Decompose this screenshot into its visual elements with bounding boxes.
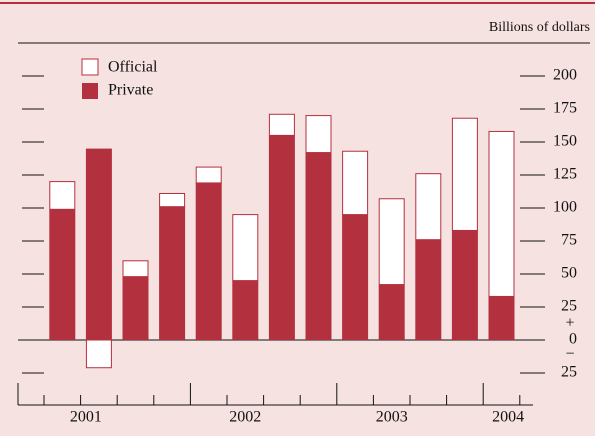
bar-private: [159, 206, 186, 340]
bar-private: [85, 148, 112, 340]
y-tick-label: 100: [553, 199, 577, 216]
bar-official: [268, 113, 295, 136]
bar-private: [195, 182, 222, 340]
year-label: 2003: [376, 409, 408, 426]
legend-label: Official: [108, 59, 158, 76]
bar-private: [122, 276, 149, 340]
y-tick-label: 50: [561, 265, 577, 282]
bar-private: [305, 152, 332, 340]
bar-official: [232, 214, 259, 282]
legend-swatch: [82, 83, 98, 99]
bar-official: [49, 181, 76, 210]
bar-official: [159, 192, 186, 208]
bar-official: [342, 150, 369, 216]
bar-private: [342, 214, 369, 340]
year-label: 2002: [229, 409, 261, 426]
bar-official: [305, 115, 332, 154]
bar-official: [415, 173, 442, 241]
sign-label: +: [565, 315, 574, 332]
bar-private: [268, 135, 295, 340]
y-tick-label: 25: [561, 364, 577, 381]
bar-official: [122, 260, 149, 278]
bar-official: [451, 117, 478, 231]
bar-private: [49, 209, 76, 340]
bar-private: [378, 284, 405, 340]
y-tick-label: 25: [561, 298, 577, 315]
bar-official: [488, 130, 515, 297]
y-tick-label: 175: [553, 100, 577, 117]
legend-label: Private: [108, 82, 153, 99]
bar-private: [451, 230, 478, 340]
legend-swatch: [81, 58, 99, 76]
year-label: 2004: [492, 409, 524, 426]
bar-official: [195, 166, 222, 184]
bar-official: [378, 198, 405, 286]
y-tick-label: 125: [553, 166, 577, 183]
bar-private: [415, 239, 442, 340]
bar-private: [232, 280, 259, 340]
sign-label: −: [565, 346, 574, 363]
y-tick-label: 200: [553, 67, 577, 84]
year-label: 2001: [70, 409, 102, 426]
y-tick-label: 150: [553, 133, 577, 150]
unit-label: Billions of dollars: [489, 20, 590, 35]
bar-private: [488, 296, 515, 340]
bar-official: [85, 339, 112, 369]
y-tick-label: 75: [561, 232, 577, 249]
y-tick-label: 0: [569, 331, 577, 348]
